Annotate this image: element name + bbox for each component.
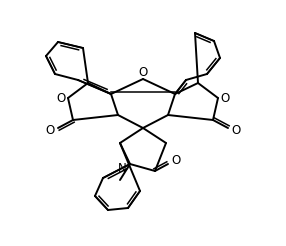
Text: O: O xyxy=(231,123,241,137)
Text: O: O xyxy=(56,92,65,105)
Text: O: O xyxy=(171,154,181,168)
Text: O: O xyxy=(221,92,230,105)
Text: O: O xyxy=(45,123,55,137)
Text: O: O xyxy=(138,66,148,79)
Text: N: N xyxy=(118,162,126,174)
